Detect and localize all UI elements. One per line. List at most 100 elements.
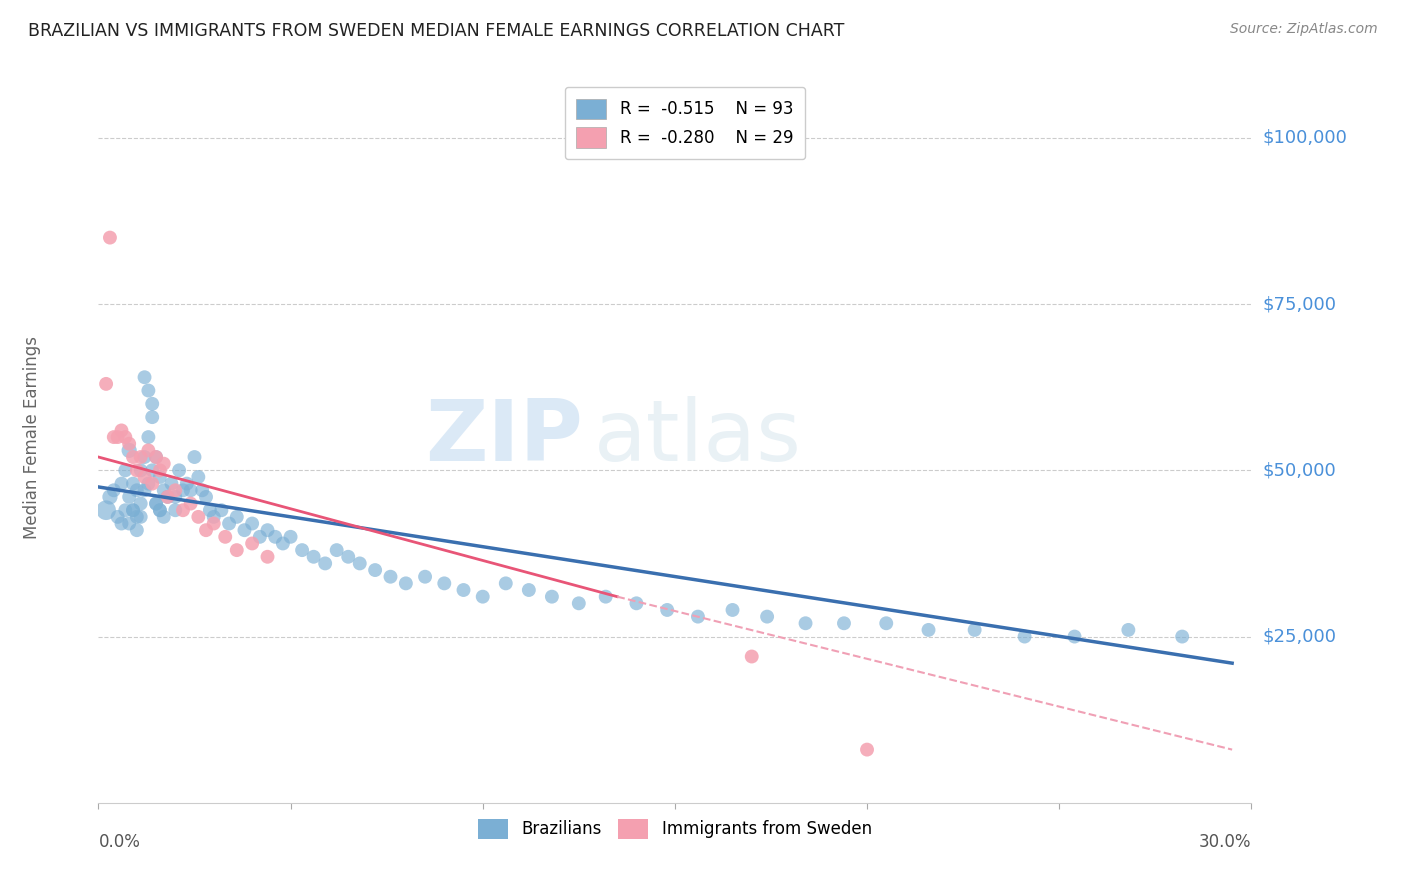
Text: 30.0%: 30.0% xyxy=(1199,833,1251,851)
Text: $25,000: $25,000 xyxy=(1263,628,1337,646)
Point xyxy=(180,497,202,511)
Point xyxy=(122,450,145,464)
Text: atlas: atlas xyxy=(595,395,803,479)
Point xyxy=(541,590,564,604)
Point xyxy=(172,483,194,498)
Point xyxy=(149,463,172,477)
Text: $50,000: $50,000 xyxy=(1263,461,1336,479)
Point xyxy=(156,490,179,504)
Point xyxy=(114,463,136,477)
Text: Source: ZipAtlas.com: Source: ZipAtlas.com xyxy=(1230,22,1378,37)
Point xyxy=(233,523,256,537)
Point xyxy=(138,476,160,491)
Point xyxy=(198,503,221,517)
Point xyxy=(149,503,172,517)
Text: ZIP: ZIP xyxy=(425,395,582,479)
Point xyxy=(225,509,247,524)
Point xyxy=(1118,623,1140,637)
Point xyxy=(122,503,145,517)
Point xyxy=(103,483,125,498)
Point xyxy=(741,649,763,664)
Point xyxy=(98,230,121,244)
Point xyxy=(134,470,156,484)
Point xyxy=(165,483,187,498)
Point xyxy=(141,463,163,477)
Point xyxy=(94,503,117,517)
Point xyxy=(103,430,125,444)
Point xyxy=(349,557,371,571)
Point xyxy=(129,509,152,524)
Point xyxy=(141,410,163,425)
Point xyxy=(495,576,517,591)
Point xyxy=(152,457,174,471)
Point xyxy=(256,523,278,537)
Point xyxy=(98,490,121,504)
Point xyxy=(218,516,240,531)
Point xyxy=(118,443,141,458)
Point xyxy=(517,582,540,597)
Point xyxy=(280,530,302,544)
Point xyxy=(202,509,225,524)
Point xyxy=(291,543,314,558)
Point xyxy=(160,476,183,491)
Point xyxy=(114,430,136,444)
Point xyxy=(180,483,202,498)
Point xyxy=(1171,630,1194,644)
Point xyxy=(138,384,160,398)
Point xyxy=(107,509,129,524)
Point xyxy=(686,609,709,624)
Point xyxy=(141,397,163,411)
Point xyxy=(209,503,232,517)
Point xyxy=(187,470,209,484)
Point xyxy=(118,490,141,504)
Point xyxy=(165,503,187,517)
Point xyxy=(183,450,205,464)
Point xyxy=(125,463,148,477)
Point xyxy=(172,503,194,517)
Point xyxy=(264,530,287,544)
Text: $100,000: $100,000 xyxy=(1263,128,1347,147)
Point xyxy=(129,450,152,464)
Point xyxy=(134,483,156,498)
Point xyxy=(145,497,167,511)
Point xyxy=(187,509,209,524)
Point xyxy=(125,523,148,537)
Point xyxy=(856,742,879,756)
Point xyxy=(314,557,336,571)
Point xyxy=(125,509,148,524)
Point xyxy=(225,543,247,558)
Point xyxy=(191,483,214,498)
Point xyxy=(626,596,648,610)
Point xyxy=(302,549,325,564)
Point xyxy=(110,424,132,438)
Legend: Brazilians, Immigrants from Sweden: Brazilians, Immigrants from Sweden xyxy=(471,812,879,846)
Point xyxy=(433,576,456,591)
Point xyxy=(94,376,117,391)
Point xyxy=(152,509,174,524)
Point xyxy=(413,570,436,584)
Point xyxy=(337,549,360,564)
Point xyxy=(134,370,156,384)
Point xyxy=(167,463,190,477)
Point xyxy=(149,470,172,484)
Point xyxy=(657,603,679,617)
Point xyxy=(214,530,236,544)
Point xyxy=(1014,630,1036,644)
Point xyxy=(110,516,132,531)
Point xyxy=(917,623,939,637)
Point xyxy=(122,476,145,491)
Point xyxy=(118,436,141,450)
Text: BRAZILIAN VS IMMIGRANTS FROM SWEDEN MEDIAN FEMALE EARNINGS CORRELATION CHART: BRAZILIAN VS IMMIGRANTS FROM SWEDEN MEDI… xyxy=(28,22,845,40)
Point xyxy=(110,476,132,491)
Point xyxy=(156,490,179,504)
Point xyxy=(271,536,294,550)
Point xyxy=(1063,630,1085,644)
Point xyxy=(721,603,744,617)
Point xyxy=(453,582,475,597)
Point xyxy=(176,476,198,491)
Point xyxy=(145,450,167,464)
Point xyxy=(165,490,187,504)
Point xyxy=(134,450,156,464)
Point xyxy=(240,536,263,550)
Point xyxy=(364,563,387,577)
